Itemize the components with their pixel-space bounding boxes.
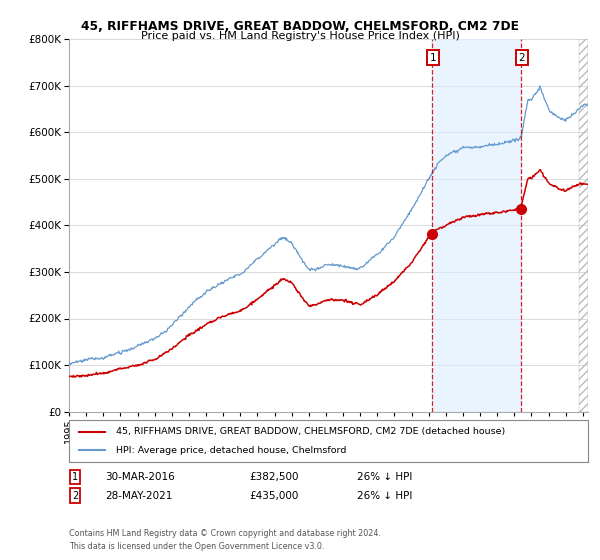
- Text: £382,500: £382,500: [249, 472, 299, 482]
- Text: 1: 1: [72, 472, 78, 482]
- Text: 2: 2: [72, 491, 78, 501]
- Text: £435,000: £435,000: [249, 491, 298, 501]
- Text: HPI: Average price, detached house, Chelmsford: HPI: Average price, detached house, Chel…: [116, 446, 346, 455]
- Text: 26% ↓ HPI: 26% ↓ HPI: [357, 472, 412, 482]
- Text: 30-MAR-2016: 30-MAR-2016: [105, 472, 175, 482]
- Text: 1: 1: [430, 53, 437, 63]
- Text: Price paid vs. HM Land Registry's House Price Index (HPI): Price paid vs. HM Land Registry's House …: [140, 31, 460, 41]
- Text: 45, RIFFHAMS DRIVE, GREAT BADDOW, CHELMSFORD, CM2 7DE (detached house): 45, RIFFHAMS DRIVE, GREAT BADDOW, CHELMS…: [116, 427, 505, 436]
- Text: 2: 2: [519, 53, 526, 63]
- Text: 28-MAY-2021: 28-MAY-2021: [105, 491, 172, 501]
- Bar: [580, 39, 588, 412]
- Text: 26% ↓ HPI: 26% ↓ HPI: [357, 491, 412, 501]
- Text: 45, RIFFHAMS DRIVE, GREAT BADDOW, CHELMSFORD, CM2 7DE: 45, RIFFHAMS DRIVE, GREAT BADDOW, CHELMS…: [81, 20, 519, 32]
- Text: Contains HM Land Registry data © Crown copyright and database right 2024.
This d: Contains HM Land Registry data © Crown c…: [69, 529, 381, 550]
- Bar: [433, 39, 521, 412]
